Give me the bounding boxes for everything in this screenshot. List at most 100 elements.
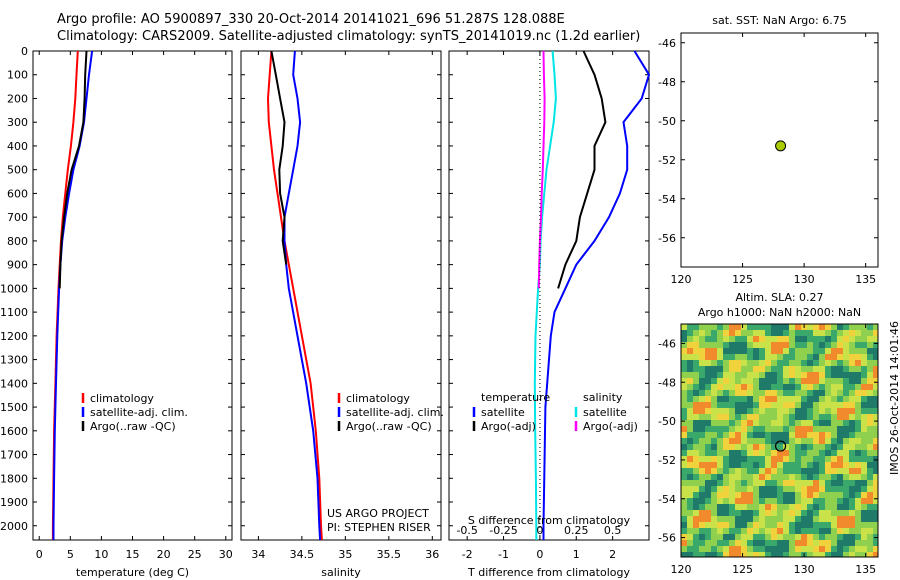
sla-cell bbox=[867, 354, 873, 360]
sla-map-y-tick-label: -52 bbox=[658, 454, 676, 467]
sla-cell bbox=[801, 432, 807, 438]
sla-cell bbox=[837, 324, 843, 330]
sla-cell bbox=[765, 330, 771, 336]
sla-cell bbox=[789, 330, 795, 336]
sla-cell bbox=[687, 498, 693, 504]
sla-cell bbox=[777, 540, 783, 546]
sla-cell bbox=[729, 492, 735, 498]
sla-cell bbox=[825, 528, 831, 534]
sla-cell bbox=[813, 390, 819, 396]
sla-cell bbox=[741, 408, 747, 414]
sla-cell bbox=[723, 360, 729, 366]
sla-cell bbox=[693, 420, 699, 426]
sla-cell bbox=[765, 516, 771, 522]
sla-cell bbox=[813, 450, 819, 456]
difference-legend-title: salinity bbox=[583, 391, 623, 404]
sla-cell bbox=[777, 390, 783, 396]
sla-cell bbox=[777, 408, 783, 414]
sla-cell bbox=[837, 378, 843, 384]
sla-cell bbox=[861, 420, 867, 426]
sla-cell bbox=[717, 390, 723, 396]
sla-cell bbox=[867, 324, 873, 330]
difference-x-axis-label: T difference from climatology bbox=[467, 566, 630, 579]
sla-cell bbox=[705, 456, 711, 462]
sla-map-subtitle: Argo h1000: NaN h2000: NaN bbox=[698, 306, 861, 319]
sla-cell bbox=[711, 372, 717, 378]
sla-cell bbox=[777, 546, 783, 552]
sla-cell bbox=[741, 366, 747, 372]
sla-cell bbox=[693, 330, 699, 336]
sla-cell bbox=[819, 420, 825, 426]
sla-cell bbox=[831, 324, 837, 330]
sla-cell bbox=[705, 402, 711, 408]
sla-map-y-tick-label: -48 bbox=[658, 376, 676, 389]
sla-cell bbox=[717, 384, 723, 390]
sla-cell bbox=[855, 378, 861, 384]
sla-cell bbox=[855, 372, 861, 378]
sla-cell bbox=[771, 408, 777, 414]
sla-cell bbox=[729, 426, 735, 432]
sla-cell bbox=[855, 390, 861, 396]
sla-cell bbox=[747, 468, 753, 474]
sla-cell bbox=[873, 510, 878, 516]
sla-cell bbox=[735, 414, 741, 420]
sla-cell bbox=[783, 498, 789, 504]
sla-cell bbox=[849, 432, 855, 438]
sla-cell bbox=[717, 504, 723, 510]
y-tick-label: 900 bbox=[7, 259, 28, 272]
sla-cell bbox=[825, 354, 831, 360]
sla-cell bbox=[873, 354, 878, 360]
sla-cell bbox=[693, 372, 699, 378]
sla-cell bbox=[867, 366, 873, 372]
sla-cell bbox=[825, 444, 831, 450]
sla-cell bbox=[855, 456, 861, 462]
sla-cell bbox=[771, 540, 777, 546]
sla-cell bbox=[705, 396, 711, 402]
temperature-legend-label: climatology bbox=[90, 392, 154, 405]
sla-cell bbox=[711, 378, 717, 384]
sla-cell bbox=[873, 534, 878, 540]
y-tick-label: 300 bbox=[7, 116, 28, 129]
sla-cell bbox=[753, 486, 759, 492]
sla-cell bbox=[735, 498, 741, 504]
sla-cell bbox=[723, 486, 729, 492]
sla-cell bbox=[867, 390, 873, 396]
sla-cell bbox=[753, 504, 759, 510]
sla-cell bbox=[735, 462, 741, 468]
sla-cell bbox=[819, 522, 825, 528]
sla-cell bbox=[687, 510, 693, 516]
sla-cell bbox=[699, 546, 705, 552]
sla-cell bbox=[861, 324, 867, 330]
sla-cell bbox=[753, 396, 759, 402]
sla-cell bbox=[765, 354, 771, 360]
sla-cell bbox=[699, 468, 705, 474]
sla-cell bbox=[873, 348, 878, 354]
sla-cell bbox=[873, 330, 878, 336]
sla-cell bbox=[723, 516, 729, 522]
sla-cell bbox=[681, 444, 687, 450]
sla-cell bbox=[813, 396, 819, 402]
sla-cell bbox=[771, 330, 777, 336]
sst-map-y-tick-label: -54 bbox=[658, 193, 676, 206]
sla-cell bbox=[843, 534, 849, 540]
sla-cell bbox=[867, 486, 873, 492]
sla-cell bbox=[729, 414, 735, 420]
sla-cell bbox=[747, 546, 753, 552]
sla-cell bbox=[681, 384, 687, 390]
sla-cell bbox=[813, 468, 819, 474]
sla-cell bbox=[861, 402, 867, 408]
difference-x2-tick-label: 0.5 bbox=[604, 524, 622, 537]
sla-cell bbox=[711, 414, 717, 420]
sla-cell bbox=[771, 552, 777, 557]
sla-cell bbox=[831, 510, 837, 516]
sla-cell bbox=[861, 516, 867, 522]
sla-cell bbox=[867, 504, 873, 510]
sla-cell bbox=[831, 474, 837, 480]
pi-annotation: PI: STEPHEN RISER bbox=[327, 521, 431, 534]
sla-cell bbox=[855, 486, 861, 492]
sla-cell bbox=[813, 444, 819, 450]
sla-cell bbox=[693, 456, 699, 462]
sla-cell bbox=[681, 450, 687, 456]
y-tick-label: 400 bbox=[7, 140, 28, 153]
sla-cell bbox=[783, 546, 789, 552]
